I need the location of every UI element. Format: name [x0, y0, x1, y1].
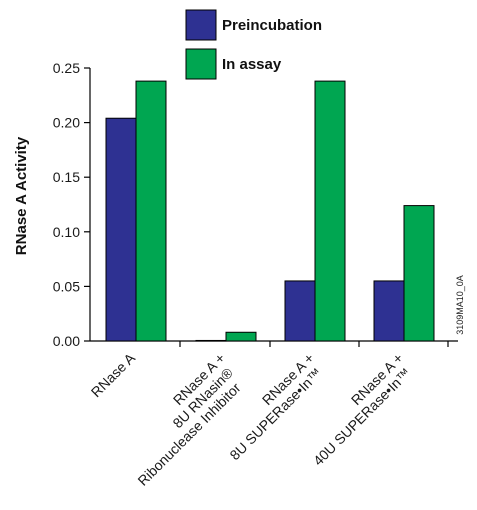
figure-code: 3109MA10_0A — [455, 275, 465, 335]
legend-label: Preincubation — [222, 17, 322, 34]
bar-in-assay-2 — [314, 80, 346, 342]
legend-swatch-preincubation — [185, 9, 217, 41]
y-tick-label: 0.10 — [53, 224, 80, 240]
y-tick-label: 0.20 — [53, 115, 80, 131]
legend: Preincubation In assay — [185, 9, 322, 80]
bar-preincubation-1 — [195, 339, 227, 342]
x-category-line: 40U SUPERase•In™ — [310, 365, 414, 469]
y-tick-label: 0.00 — [53, 333, 80, 349]
bar-preincubation-3 — [373, 280, 405, 342]
x-category-label-0: RNase A — [88, 349, 139, 400]
category-labels: RNase A RNase A +8U RNasin®Ribonuclease I… — [88, 349, 414, 489]
bar-preincubation-2 — [284, 280, 316, 342]
x-category-line: RNase A — [88, 349, 139, 400]
bar-preincubation-0 — [105, 117, 137, 342]
y-tick-label: 0.15 — [53, 169, 80, 185]
bars — [105, 80, 435, 342]
bar-in-assay-1 — [225, 331, 257, 342]
bar-in-assay-3 — [403, 205, 435, 342]
x-category-label-2: RNase A +8U SUPERase•In™ — [215, 350, 328, 463]
y-axis-label: RNase A Activity — [13, 136, 30, 255]
x-category-text: RNase A +8U SUPERase•In™ — [215, 350, 328, 463]
x-category-text: RNase A — [88, 349, 139, 400]
y-tick-label: 0.25 — [53, 60, 80, 76]
legend-swatch-in-assay — [185, 48, 217, 80]
bar-in-assay-0 — [135, 80, 167, 342]
y-tick-label: 0.05 — [53, 278, 80, 294]
y-axis: 0.00 0.05 0.10 0.15 0.20 0.25 — [53, 60, 91, 349]
legend-label: In assay — [222, 56, 282, 73]
x-category-label-1: RNase A +8U RNasin®Ribonuclease Inhibito… — [112, 350, 251, 489]
x-axis — [90, 340, 458, 347]
x-category-text: RNase A +8U RNasin®Ribonuclease Inhibito… — [112, 350, 251, 489]
